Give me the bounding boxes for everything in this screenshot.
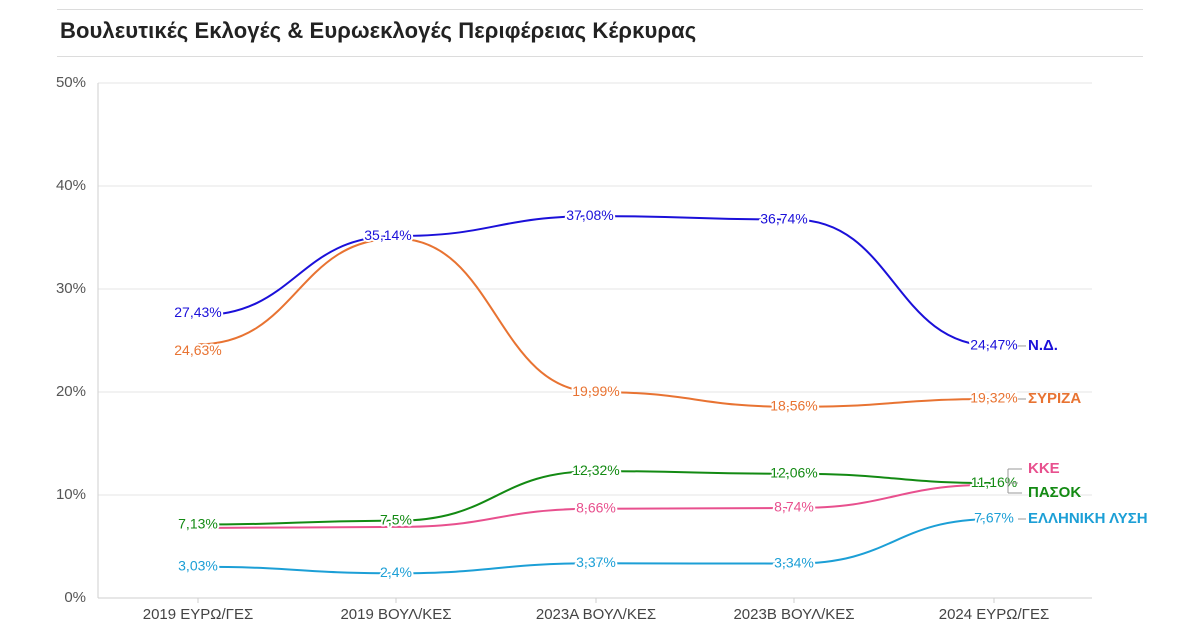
data-label-κκε: 8,66% bbox=[576, 500, 616, 516]
data-label-ν-δ-: 35,14% bbox=[364, 227, 411, 243]
series-name-συριζα: ΣΥΡΙΖΑ bbox=[1028, 390, 1081, 407]
x-tick-label: 2023Β ΒΟΥΛ/ΚΕΣ bbox=[733, 606, 854, 623]
title-divider bbox=[57, 56, 1143, 57]
series-line-κκε bbox=[197, 483, 995, 529]
data-label-ελληνικη-λυση: 7,67% bbox=[974, 510, 1014, 526]
data-label-πασοκ: 12,32% bbox=[572, 462, 619, 478]
x-tick-label: 2019 ΕΥΡΩ/ΓΕΣ bbox=[143, 606, 253, 623]
y-tick-label: 10% bbox=[56, 486, 86, 503]
data-label-ν-δ-: 36,74% bbox=[760, 210, 807, 226]
data-label-συριζα: 24,63% bbox=[174, 342, 221, 358]
y-tick-label: 40% bbox=[56, 177, 86, 194]
data-label-συριζα: 19,99% bbox=[572, 383, 619, 399]
series-name-κκε: ΚΚΕ bbox=[1028, 460, 1060, 477]
series-line-συριζα bbox=[197, 237, 995, 408]
data-label-συριζα: 18,56% bbox=[770, 398, 817, 414]
top-divider bbox=[57, 9, 1143, 10]
data-label-πασοκ: 7,13% bbox=[178, 515, 218, 531]
x-tick-label: 2019 ΒΟΥΛ/ΚΕΣ bbox=[340, 606, 451, 623]
y-tick-label: 30% bbox=[56, 280, 86, 297]
data-label-ν-δ-: 27,43% bbox=[174, 304, 221, 320]
data-label-κκε: 8,74% bbox=[774, 499, 814, 515]
data-label-ελληνικη-λυση: 3,03% bbox=[178, 557, 218, 573]
series-line-ν-δ- bbox=[197, 215, 995, 347]
data-label-ελληνικη-λυση: 3,37% bbox=[576, 554, 616, 570]
chart-title: Βουλευτικές Εκλογές & Ευρωεκλογές Περιφέ… bbox=[60, 18, 697, 43]
y-tick-label: 20% bbox=[56, 383, 86, 400]
data-label-συριζα: 19,32% bbox=[970, 390, 1017, 406]
y-tick-label: 50% bbox=[56, 74, 86, 91]
data-label-ν-δ-: 37,08% bbox=[566, 207, 613, 223]
data-label-πασοκ: 12,06% bbox=[770, 464, 817, 480]
connector-bracket bbox=[1007, 468, 1022, 494]
series-name-ν-δ-: Ν.Δ. bbox=[1028, 337, 1058, 354]
series-line-πασοκ bbox=[197, 470, 995, 526]
series-name-πασοκ: ΠΑΣΟΚ bbox=[1028, 484, 1081, 501]
series-name-ελληνικη-λυση: ΕΛΛΗΝΙΚΗ ΛΥΣΗ bbox=[1028, 510, 1148, 527]
data-label-ν-δ-: 24,47% bbox=[970, 337, 1017, 353]
data-label-ελληνικη-λυση: 2,4% bbox=[380, 564, 412, 580]
x-tick-label: 2024 ΕΥΡΩ/ΓΕΣ bbox=[939, 606, 1049, 623]
series-line-ελληνικη-λυση bbox=[197, 517, 995, 575]
data-label-πασοκ: 11,16% bbox=[971, 474, 1017, 490]
y-tick-label: 0% bbox=[64, 589, 86, 606]
x-tick-label: 2023Α ΒΟΥΛ/ΚΕΣ bbox=[536, 606, 656, 623]
data-label-πασοκ: 7,5% bbox=[380, 511, 412, 527]
data-label-ελληνικη-λυση: 3,34% bbox=[774, 554, 814, 570]
